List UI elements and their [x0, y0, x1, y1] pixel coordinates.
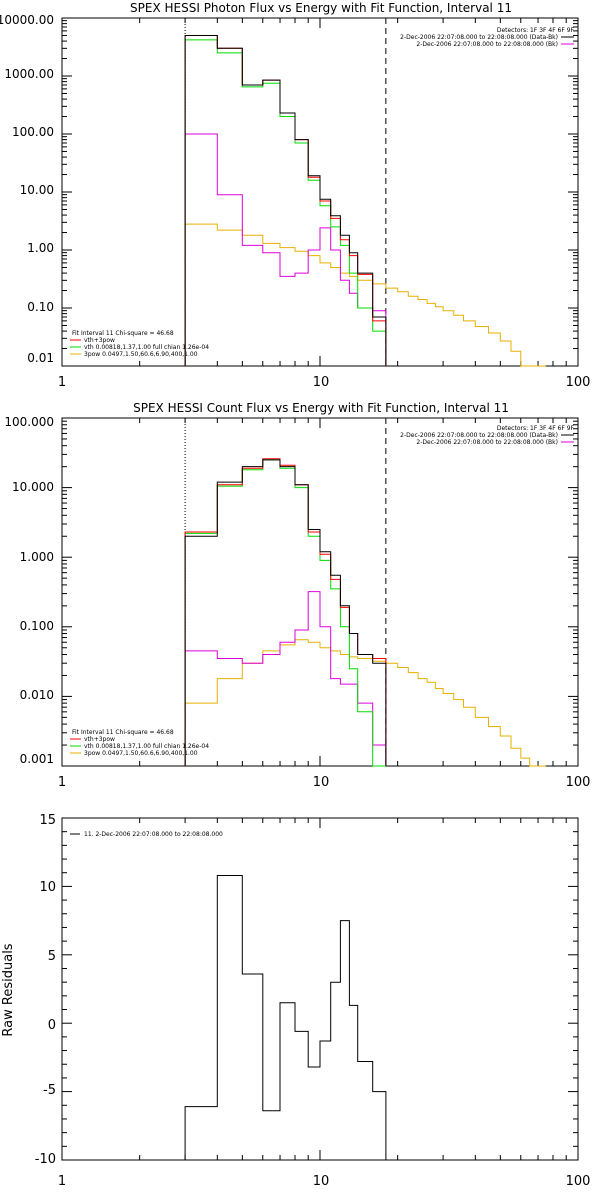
- residuals-chart: Raw Residuals -10 -5 0 5 10 15 1 10 100 …: [1, 813, 590, 1189]
- count-legend-top-right: Detectors: 1F 3F 4F 6F 9F 2-Dec-2006 22:…: [400, 425, 574, 446]
- count-legend-thermal: vth 0.00818,1.37,1.00 full chian 1.26e-0…: [84, 743, 209, 750]
- residuals-y-tick-label: 15: [39, 813, 56, 828]
- photon-y-tick-labels: 0.01 0.10 1.00 10.00 100.00 1000.00 1000…: [0, 13, 54, 365]
- count-legend-total: vth+3pow: [84, 736, 115, 743]
- count-legend-data-bk: 2-Dec-2006 22:07:08.000 to 22:08:08.000 …: [400, 432, 558, 439]
- count-chart-title: SPEX HESSI Count Flux vs Energy with Fit…: [133, 401, 509, 415]
- photon-x-tick-labels: 1 10 100: [58, 375, 591, 390]
- photon-x-tick-label: 10: [313, 375, 330, 390]
- photon-y-tick-label: 0.01: [27, 351, 54, 365]
- photon-legend-detectors: Detectors: 1F 3F 4F 6F 9F: [497, 27, 575, 34]
- residuals-step-series: [184, 875, 387, 1160]
- count-y-tick-label: 100.000: [4, 415, 54, 429]
- photon-flux-chart: SPEX HESSI Photon Flux vs Energy with Fi…: [0, 1, 590, 390]
- residuals-x-tick-label: 1: [58, 1174, 66, 1189]
- photon-ticks: [61, 18, 578, 367]
- residuals-x-tick-label: 10: [313, 1174, 330, 1189]
- count-y-tick-label: 1.000: [20, 550, 54, 564]
- photon-axes: [61, 17, 579, 367]
- count-y-tick-label: 10.000: [12, 480, 54, 494]
- photon-powerlaw-series: [184, 223, 546, 367]
- photon-data-series: [184, 35, 387, 366]
- photon-x-tick-label: 1: [58, 375, 66, 390]
- photon-legend-bottom-left: Fit Interval 11 Chi-square = 46.68 vth+3…: [70, 330, 209, 358]
- residuals-y-tick-label: -10: [35, 1152, 56, 1167]
- count-legend-power: 3pow 0.0497,1.50,60.6,6.90,400,1.00: [84, 750, 198, 757]
- residuals-x-tick-label: 100: [566, 1174, 591, 1189]
- residuals-legend-text: 11. 2-Dec-2006 22:07:08.000 to 22:08:08.…: [84, 831, 223, 838]
- residuals-y-tick-label: 5: [48, 949, 56, 964]
- photon-total-fit-series: [184, 35, 387, 366]
- residuals-ticks: [61, 817, 578, 1161]
- photon-legend-power: 3pow 0.0497,1.50,60.6,6.90,400,1.00: [84, 351, 198, 358]
- photon-series: [184, 18, 546, 367]
- photon-y-tick-label: 1.00: [27, 241, 54, 255]
- count-total-fit-series: [184, 458, 387, 766]
- residuals-y-axis-label: Raw Residuals: [1, 943, 16, 1036]
- count-x-tick-label: 100: [566, 775, 591, 790]
- residuals-x-tick-labels: 1 10 100: [58, 1174, 591, 1189]
- count-legend-detectors: Detectors: 1F 3F 4F 6F 9F: [497, 425, 575, 432]
- residuals-y-tick-label: -5: [43, 1083, 56, 1098]
- photon-nonthermal-series: [184, 133, 387, 366]
- photon-legend-fit-header: Fit Interval 11 Chi-square = 46.68: [72, 330, 174, 337]
- photon-legend-top-right: Detectors: 1F 3F 4F 6F 9F 2-Dec-2006 22:…: [400, 27, 574, 48]
- count-y-tick-labels: 0.001 0.010 0.100 1.000 10.000 100.000: [4, 415, 54, 766]
- photon-x-tick-label: 100: [566, 375, 591, 390]
- residuals-plot-frame: [61, 817, 579, 1161]
- count-x-tick-labels: 1 10 100: [58, 775, 591, 790]
- photon-legend-bk: 2-Dec-2006 22:07:08.000 to 22:08:08.000 …: [416, 41, 558, 48]
- residuals-y-tick-label: 0: [48, 1018, 56, 1033]
- residuals-y-tick-labels: -10 -5 0 5 10 15: [35, 813, 56, 1167]
- count-legend-fit-header: Fit Interval 11 Chi-square = 46.68: [72, 729, 174, 736]
- count-y-tick-label: 0.001: [20, 752, 54, 766]
- count-y-tick-label: 0.010: [20, 688, 54, 702]
- count-x-tick-label: 1: [58, 775, 66, 790]
- photon-legend-data-bk: 2-Dec-2006 22:07:08.000 to 22:08:08.000 …: [400, 34, 558, 41]
- photon-y-tick-label: 1000.00: [4, 67, 54, 81]
- photon-y-tick-label: 100.00: [12, 125, 54, 139]
- photon-thermal-series: [184, 39, 387, 366]
- photon-chart-title: SPEX HESSI Photon Flux vs Energy with Fi…: [130, 1, 512, 15]
- count-ticks: [61, 418, 578, 767]
- count-data-series: [184, 459, 387, 766]
- count-series: [184, 418, 546, 767]
- count-x-tick-label: 10: [313, 775, 330, 790]
- residuals-axes: [61, 817, 579, 1161]
- photon-legend-thermal: vth 0.00818,1.37,1.00 full chian 1.26e-0…: [84, 344, 209, 351]
- count-y-tick-label: 0.100: [20, 619, 54, 633]
- residuals-y-tick-label: 10: [39, 880, 56, 895]
- count-flux-chart: SPEX HESSI Count Flux vs Energy with Fit…: [4, 401, 590, 790]
- count-thermal-series: [184, 459, 386, 767]
- count-legend-bk: 2-Dec-2006 22:07:08.000 to 22:08:08.000 …: [416, 439, 558, 446]
- count-legend-bottom-left: Fit Interval 11 Chi-square = 46.68 vth+3…: [70, 729, 209, 757]
- residuals-series: [184, 875, 387, 1160]
- count-powerlaw-series: [184, 639, 546, 767]
- photon-y-tick-label: 10000.00: [0, 13, 54, 27]
- photon-y-tick-label: 0.10: [27, 300, 54, 314]
- count-axes: [61, 417, 579, 767]
- count-nonthermal-series: [184, 591, 387, 766]
- photon-legend-total: vth+3pow: [84, 337, 115, 344]
- photon-y-tick-label: 10.00: [20, 183, 54, 197]
